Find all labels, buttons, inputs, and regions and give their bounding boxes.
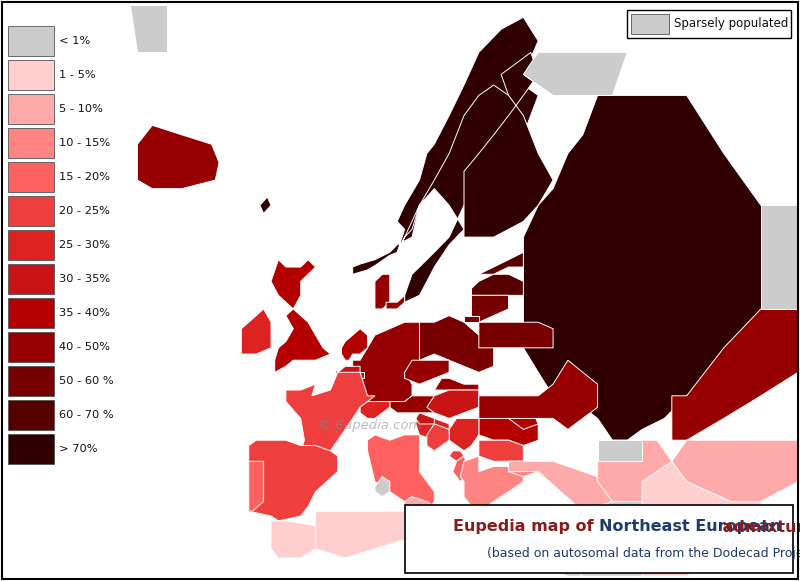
Polygon shape: [342, 329, 367, 360]
Polygon shape: [449, 451, 464, 461]
Polygon shape: [553, 530, 568, 535]
Polygon shape: [271, 521, 315, 558]
Bar: [8, 26, 54, 56]
Polygon shape: [138, 125, 219, 189]
Polygon shape: [315, 511, 405, 558]
Polygon shape: [460, 456, 523, 511]
Polygon shape: [523, 74, 798, 440]
Polygon shape: [523, 52, 627, 95]
Polygon shape: [274, 309, 330, 372]
Text: Eupedia map of: Eupedia map of: [453, 519, 599, 535]
Polygon shape: [479, 360, 598, 429]
Polygon shape: [260, 197, 271, 213]
Polygon shape: [271, 260, 315, 309]
Text: 10 - 15%: 10 - 15%: [59, 138, 110, 148]
Polygon shape: [375, 476, 390, 497]
Polygon shape: [509, 461, 642, 511]
Polygon shape: [672, 309, 798, 440]
Polygon shape: [471, 274, 523, 295]
Text: 60 - 70 %: 60 - 70 %: [59, 410, 114, 420]
Bar: [631, 14, 669, 34]
Bar: [8, 230, 54, 260]
Polygon shape: [358, 372, 364, 378]
Polygon shape: [360, 401, 390, 418]
Bar: [8, 196, 54, 226]
Text: (based on autosomal data from the Dodecad Project): (based on autosomal data from the Dodeca…: [487, 547, 800, 560]
Polygon shape: [509, 461, 538, 476]
Polygon shape: [416, 413, 434, 424]
Text: < 1%: < 1%: [59, 36, 90, 46]
Text: Northeast European: Northeast European: [599, 519, 782, 535]
Text: 40 - 50%: 40 - 50%: [59, 342, 110, 352]
Bar: [405, 505, 793, 573]
Bar: [130, 0, 800, 581]
Bar: [627, 10, 791, 38]
Bar: [8, 366, 54, 396]
Text: © Eupedia.com: © Eupedia.com: [318, 419, 422, 432]
Polygon shape: [397, 85, 538, 302]
Polygon shape: [427, 390, 479, 418]
Polygon shape: [353, 17, 538, 274]
Polygon shape: [242, 309, 271, 354]
Bar: [8, 400, 54, 430]
Text: 35 - 40%: 35 - 40%: [59, 308, 110, 318]
Polygon shape: [405, 549, 582, 576]
Polygon shape: [568, 549, 582, 567]
Polygon shape: [598, 440, 642, 461]
Polygon shape: [642, 461, 761, 576]
Polygon shape: [479, 396, 538, 446]
Polygon shape: [416, 413, 449, 440]
Polygon shape: [434, 378, 479, 390]
Polygon shape: [538, 501, 702, 576]
Polygon shape: [419, 315, 494, 372]
Text: 15 - 20%: 15 - 20%: [59, 172, 110, 182]
Polygon shape: [479, 440, 523, 461]
Polygon shape: [367, 435, 434, 511]
Polygon shape: [138, 125, 219, 180]
Polygon shape: [464, 52, 553, 237]
Polygon shape: [130, 5, 167, 52]
Polygon shape: [427, 424, 449, 451]
Polygon shape: [405, 497, 434, 511]
Polygon shape: [405, 360, 449, 384]
Polygon shape: [464, 315, 479, 322]
Polygon shape: [334, 366, 360, 378]
Polygon shape: [449, 418, 479, 451]
Bar: [8, 264, 54, 294]
Bar: [8, 298, 54, 328]
Text: 5 - 10%: 5 - 10%: [59, 104, 103, 114]
Polygon shape: [390, 396, 442, 413]
Polygon shape: [249, 440, 338, 521]
Polygon shape: [386, 295, 405, 309]
Bar: [8, 434, 54, 464]
Bar: [8, 60, 54, 90]
Text: admixture: admixture: [717, 519, 800, 535]
Text: 25 - 30%: 25 - 30%: [59, 240, 110, 250]
Polygon shape: [249, 461, 264, 511]
Polygon shape: [453, 456, 468, 482]
Text: > 70%: > 70%: [59, 444, 98, 454]
Bar: [8, 162, 54, 192]
Polygon shape: [479, 322, 553, 348]
Polygon shape: [464, 461, 479, 472]
Text: 20 - 25%: 20 - 25%: [59, 206, 110, 216]
Bar: [8, 128, 54, 158]
Polygon shape: [509, 396, 538, 429]
Polygon shape: [598, 440, 686, 501]
Text: 30 - 35%: 30 - 35%: [59, 274, 110, 284]
Polygon shape: [672, 440, 798, 501]
Polygon shape: [353, 322, 419, 401]
Polygon shape: [761, 205, 798, 309]
Bar: [8, 332, 54, 362]
Text: Sparsely populated: Sparsely populated: [674, 17, 788, 30]
Polygon shape: [286, 372, 375, 451]
Polygon shape: [375, 274, 390, 309]
Text: 1 - 5%: 1 - 5%: [59, 70, 96, 80]
Text: 50 - 60 %: 50 - 60 %: [59, 376, 114, 386]
Polygon shape: [471, 295, 509, 322]
Bar: [8, 94, 54, 124]
Polygon shape: [479, 252, 523, 274]
